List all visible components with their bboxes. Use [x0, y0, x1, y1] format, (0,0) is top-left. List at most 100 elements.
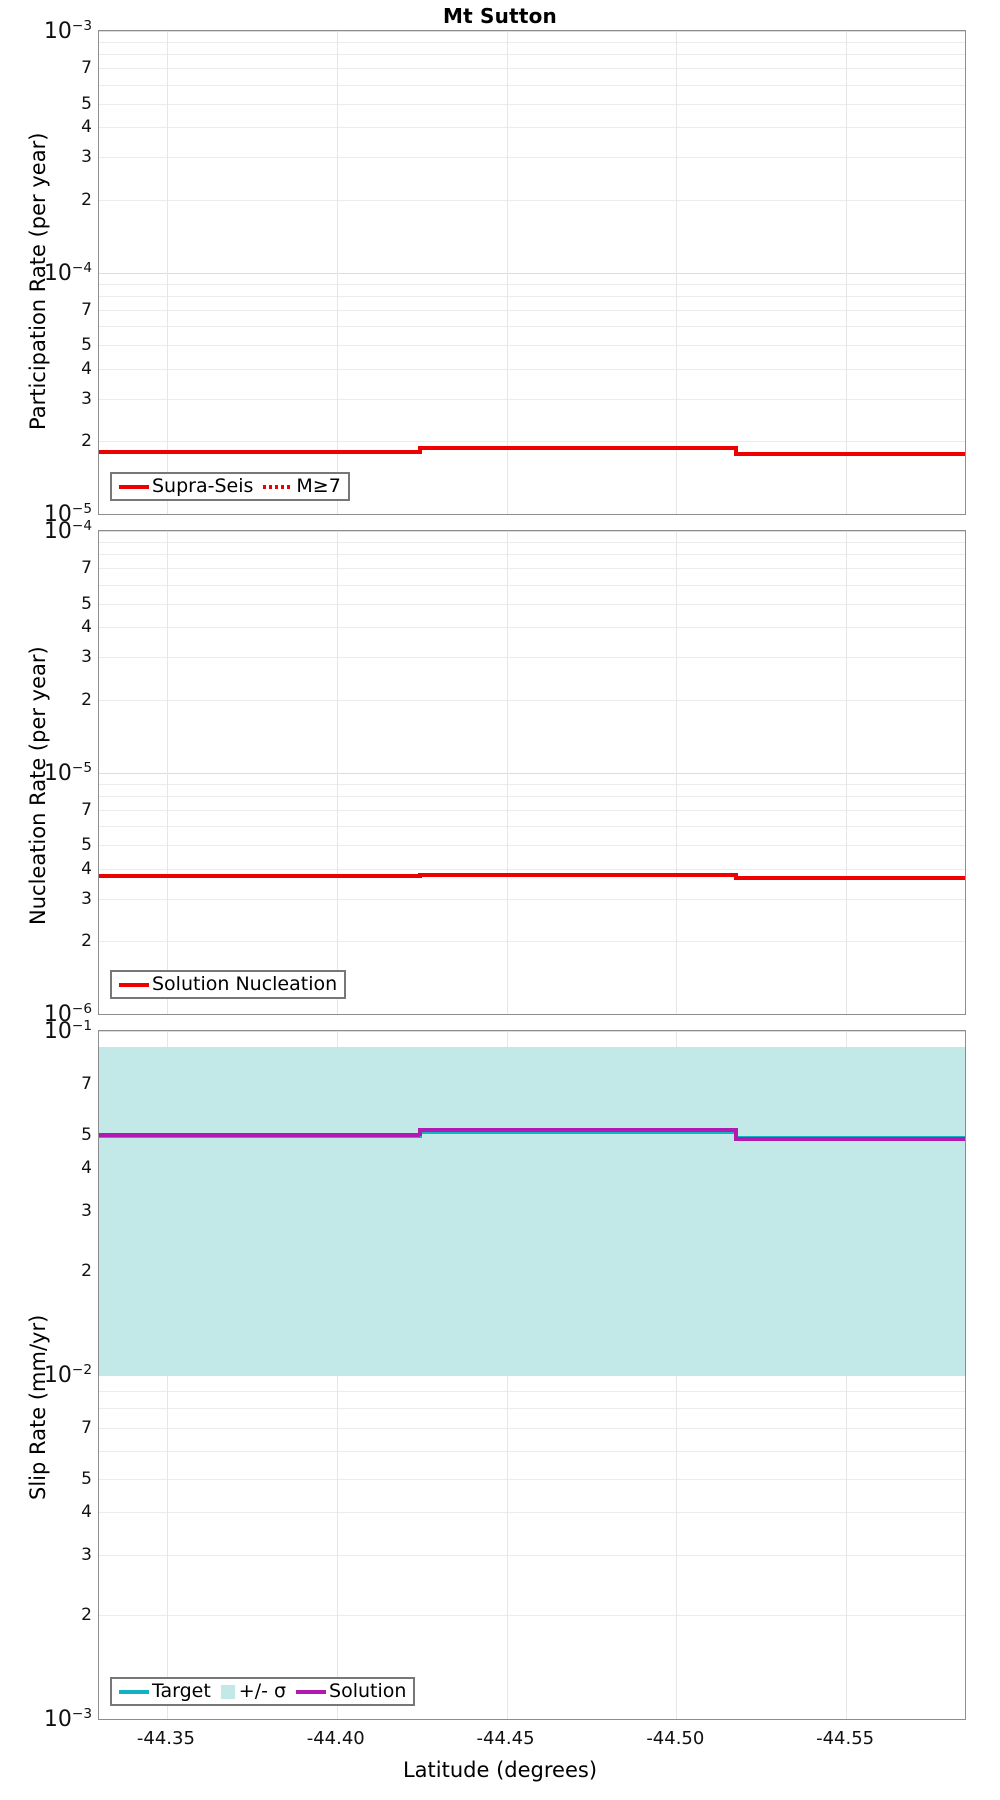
gridline-horizontal — [99, 657, 965, 659]
gridline-vertical — [506, 1031, 508, 1719]
legend-sliprate[interactable]: Target +/- σ Solution — [110, 1677, 416, 1706]
gridline-horizontal — [99, 1478, 965, 1480]
gridline-horizontal — [99, 441, 965, 443]
gridline-horizontal — [99, 368, 965, 370]
gridline-horizontal — [99, 295, 965, 297]
data-line-segment — [419, 872, 736, 877]
gridline-horizontal — [99, 568, 965, 570]
y-tick-minor: 7 — [81, 299, 92, 320]
y-tick-major: 10−6 — [43, 1000, 92, 1028]
gridline-vertical — [676, 1031, 678, 1719]
y-tick-minor: 3 — [81, 388, 92, 409]
panel-participation-rate — [98, 30, 966, 515]
y-tick-minor: 5 — [81, 835, 92, 856]
y-tick-labels: 10−5 7 5 4 3 2 10−4 7 5 4 3 2 10−3 — [0, 18, 92, 527]
gridline-horizontal — [99, 554, 965, 556]
gridline-horizontal — [99, 1719, 965, 1720]
legend-item[interactable]: +/- σ — [211, 1682, 286, 1701]
y-tick-labels: 10−6 7 5 4 3 2 10−5 7 5 4 3 2 10−4 — [0, 518, 92, 1027]
y-tick-major: 10−3 — [43, 1705, 92, 1733]
gridline-horizontal — [99, 1031, 965, 1032]
legend-item[interactable]: Target — [119, 1682, 211, 1701]
gridline-horizontal — [99, 1390, 965, 1392]
x-tick-label: -44.55 — [816, 1728, 875, 1749]
legend-swatch-line — [296, 1689, 327, 1694]
gridline-horizontal — [99, 1014, 965, 1015]
y-tick-minor: 5 — [81, 593, 92, 614]
data-line-segment — [419, 446, 736, 451]
legend-participation[interactable]: Supra-Seis M≥7 — [110, 472, 350, 501]
gridline-horizontal — [99, 398, 965, 400]
y-tick-minor: 2 — [81, 931, 92, 952]
data-line-segment — [99, 450, 420, 455]
y-tick-minor: 7 — [81, 799, 92, 820]
gridline-horizontal — [99, 103, 965, 105]
legend-label: M≥7 — [296, 475, 341, 497]
data-line-riser — [733, 446, 738, 457]
y-tick-minor: 2 — [81, 431, 92, 452]
y-tick-minor: 4 — [81, 617, 92, 638]
y-tick-minor: 3 — [81, 1200, 92, 1221]
plot-area-sliprate — [98, 1030, 966, 1720]
gridline-horizontal — [99, 941, 965, 943]
y-tick-minor: 2 — [81, 189, 92, 210]
gridline-horizontal — [99, 898, 965, 900]
y-tick-major: 10−4 — [43, 259, 92, 286]
gridline-vertical — [336, 1031, 338, 1719]
data-line-riser — [733, 1128, 738, 1142]
gridline-horizontal — [99, 31, 965, 32]
legend-nucleation[interactable]: Solution Nucleation — [110, 970, 347, 999]
legend-item[interactable]: Solution — [286, 1682, 406, 1701]
legend-item[interactable]: M≥7 — [253, 475, 341, 497]
gridline-horizontal — [99, 1511, 965, 1513]
data-line-segment — [419, 1128, 736, 1133]
gridline-vertical — [336, 31, 338, 514]
gridline-horizontal — [99, 283, 965, 285]
x-tick-label: -44.35 — [136, 1728, 195, 1749]
gridline-horizontal — [99, 772, 965, 774]
legend-item[interactable]: Supra-Seis — [119, 477, 253, 496]
gridline-horizontal — [99, 1375, 965, 1376]
y-tick-minor: 7 — [81, 1074, 92, 1095]
y-tick-minor: 2 — [81, 1261, 92, 1282]
gridline-vertical — [676, 531, 678, 1014]
legend-swatch-line — [119, 1689, 149, 1694]
y-tick-minor: 5 — [81, 1124, 92, 1145]
gridline-horizontal — [99, 127, 965, 129]
panel-nucleation-rate — [98, 530, 966, 1015]
y-tick-major: 10−1 — [43, 1017, 92, 1045]
legend-label: Supra-Seis — [152, 475, 254, 497]
gridline-vertical — [166, 31, 168, 514]
data-line-segment — [735, 875, 965, 880]
gridline-horizontal — [99, 1428, 965, 1430]
gridline-horizontal — [99, 199, 965, 201]
legend-label: Solution — [329, 1680, 407, 1702]
gridline-vertical — [846, 1031, 848, 1719]
y-tick-minor: 3 — [81, 647, 92, 668]
y-tick-minor: 3 — [81, 147, 92, 168]
xlabel: Latitude (degrees) — [402, 1758, 598, 1782]
gridline-horizontal — [99, 868, 965, 870]
y-tick-major: 10−2 — [43, 1361, 92, 1389]
y-tick-minor: 3 — [81, 1544, 92, 1565]
legend-swatch-patch — [220, 1684, 235, 1699]
gridline-horizontal — [99, 42, 965, 44]
gridline-horizontal — [99, 272, 965, 274]
legend-swatch-line — [263, 484, 294, 489]
x-tick-label: -44.50 — [646, 1728, 705, 1749]
legend-item[interactable]: Solution Nucleation — [119, 975, 337, 994]
gridline-horizontal — [99, 1408, 965, 1410]
y-tick-major: 10−5 — [43, 759, 92, 786]
gridline-horizontal — [99, 783, 965, 785]
gridline-horizontal — [99, 627, 965, 629]
gridline-vertical — [166, 1031, 168, 1719]
y-tick-minor: 4 — [81, 858, 92, 879]
y-tick-minor: 4 — [81, 1501, 92, 1522]
gridline-horizontal — [99, 1554, 965, 1556]
gridline-horizontal — [99, 584, 965, 586]
y-tick-minor: 5 — [81, 1468, 92, 1489]
legend-label: Solution Nucleation — [152, 973, 338, 995]
gridline-horizontal — [99, 542, 965, 544]
gridline-horizontal — [99, 1615, 965, 1617]
